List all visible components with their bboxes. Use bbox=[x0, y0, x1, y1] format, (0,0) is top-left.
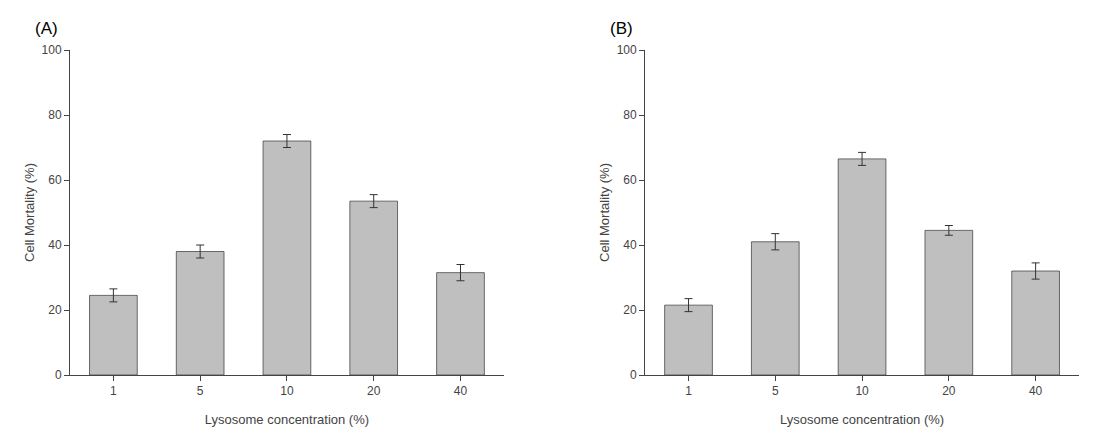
svg-text:20: 20 bbox=[367, 384, 381, 398]
svg-text:60: 60 bbox=[623, 173, 637, 187]
svg-text:Lysosome concentration (%): Lysosome concentration (%) bbox=[780, 412, 944, 427]
svg-text:Cell Mortality (%): Cell Mortality (%) bbox=[597, 163, 612, 262]
svg-text:100: 100 bbox=[42, 43, 62, 57]
svg-text:1: 1 bbox=[685, 384, 692, 398]
svg-text:40: 40 bbox=[48, 238, 62, 252]
svg-text:0: 0 bbox=[55, 368, 62, 382]
svg-text:(B): (B) bbox=[610, 19, 633, 38]
svg-text:100: 100 bbox=[617, 43, 637, 57]
svg-text:80: 80 bbox=[48, 108, 62, 122]
svg-text:40: 40 bbox=[1029, 384, 1043, 398]
svg-text:40: 40 bbox=[623, 238, 637, 252]
svg-text:20: 20 bbox=[48, 303, 62, 317]
svg-text:(A): (A) bbox=[35, 19, 58, 38]
svg-text:5: 5 bbox=[772, 384, 779, 398]
svg-text:1: 1 bbox=[110, 384, 117, 398]
svg-text:Lysosome concentration (%): Lysosome concentration (%) bbox=[205, 412, 369, 427]
svg-text:20: 20 bbox=[623, 303, 637, 317]
svg-text:Cell Mortality (%): Cell Mortality (%) bbox=[22, 163, 37, 262]
svg-text:60: 60 bbox=[48, 173, 62, 187]
svg-text:10: 10 bbox=[855, 384, 869, 398]
svg-text:10: 10 bbox=[280, 384, 294, 398]
svg-text:0: 0 bbox=[630, 368, 637, 382]
svg-text:40: 40 bbox=[454, 384, 468, 398]
svg-text:5: 5 bbox=[197, 384, 204, 398]
svg-text:20: 20 bbox=[942, 384, 956, 398]
svg-text:80: 80 bbox=[623, 108, 637, 122]
